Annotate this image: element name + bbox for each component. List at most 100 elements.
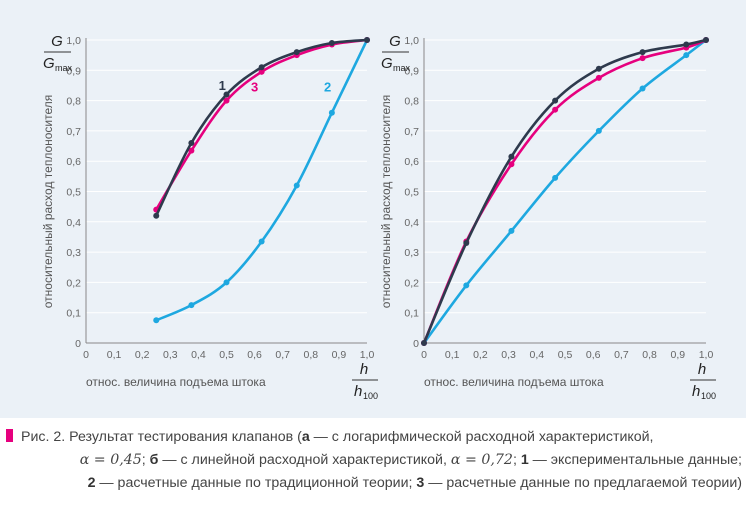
y-tick-label: 0,9: [404, 65, 419, 77]
x-fraction-subscript: 100: [363, 391, 378, 401]
y-axis-label: относительный расход теплоносителя: [41, 95, 55, 309]
point-series-1: [463, 240, 470, 247]
y-tick-label: 0,4: [404, 217, 419, 229]
x-tick-label: 0,1: [107, 349, 122, 361]
point-series-2: [293, 182, 300, 189]
point-series-1: [508, 153, 515, 160]
point-series-2: [328, 109, 335, 116]
x-tick-label: 0,6: [247, 349, 262, 361]
chart-b: 0 0,1 0,2 0,3 0,4 0,5 0,6 0,7 0,8 0,9 1,0 0 0,1 0,2 0,…: [379, 33, 716, 401]
caption-alpha-2: α = 0,72: [450, 452, 513, 468]
y-tick-label: 0,1: [66, 308, 81, 320]
point-series-3: [639, 55, 646, 62]
x-fraction-numerator: h: [360, 361, 368, 378]
caption-alpha-1: α = 0,45: [79, 452, 142, 468]
caption-a-label: а: [301, 429, 310, 445]
x-tick-label: 0,5: [219, 349, 234, 361]
x-tick-label: 0,9: [670, 349, 685, 361]
x-tick-label: 0,3: [163, 349, 178, 361]
y-tick-label: 0,9: [66, 65, 81, 77]
x-fraction-denominator: h: [692, 383, 700, 400]
point-series-1: [703, 37, 709, 43]
x-tick-label: 0: [421, 349, 427, 361]
x-tick-label: 0,3: [501, 349, 516, 361]
y-tick-label: 0,2: [66, 277, 81, 289]
x-axis-label: относ. величина подъема штока: [86, 375, 266, 389]
x-tick-label: 0,2: [473, 349, 488, 361]
y-tick-label: 0,7: [66, 126, 81, 138]
series-label-1: 1: [219, 78, 226, 93]
x-tick-label: 0,4: [529, 349, 544, 361]
point-series-2: [258, 238, 265, 245]
y-tick-label: 0,6: [404, 156, 419, 168]
y-tick-label: 1,0: [404, 35, 419, 47]
point-series-1: [153, 212, 160, 219]
caption-a-text: — с логарифмической расходной характерис…: [309, 429, 654, 445]
x-tick-label: 0,5: [558, 349, 573, 361]
caption-n2: 2: [87, 475, 96, 491]
y-tick-label: 0,6: [66, 156, 81, 168]
x-tick-label: 1,0: [360, 349, 375, 361]
point-series-2: [683, 52, 690, 59]
y-tick-label: 0,2: [404, 277, 419, 289]
point-series-1: [328, 40, 335, 47]
x-fraction-numerator: h: [698, 361, 706, 378]
point-series-1: [258, 64, 265, 71]
y-fraction-denominator: G: [43, 55, 55, 72]
point-series-1: [552, 97, 559, 104]
caption-prefix: Рис. 2. Результат тестирования клапанов …: [21, 429, 302, 445]
x-tick-label: 0,1: [445, 349, 460, 361]
point-series-3: [188, 147, 195, 154]
figure-caption: Рис. 2. Результат тестирования клапанов …: [6, 426, 742, 495]
point-series-3: [552, 106, 559, 113]
caption-sep-1: ;: [141, 452, 150, 468]
y-tick-label: 0,3: [66, 247, 81, 259]
point-series-3: [223, 97, 230, 104]
caption-line-1: Рис. 2. Результат тестирования клапанов …: [6, 426, 742, 449]
charts-svg: 0 0,1 0,2 0,3 0,4 0,5 0,6 0,7 0,8 0,9 1,0 0 0,1 0,2 0,…: [41, 33, 716, 401]
y-tick-label: 0: [413, 338, 419, 350]
point-series-2: [188, 302, 195, 309]
y-tick-label: 0,8: [404, 96, 419, 108]
y-fraction-subscript: max: [393, 63, 411, 73]
caption-n3-text: — расчетные данные по предлагаемой теори…: [424, 475, 742, 491]
point-series-1: [223, 91, 230, 98]
x-tick-label: 0: [83, 349, 89, 361]
chart-a: 0 0,1 0,2 0,3 0,4 0,5 0,6 0,7 0,8 0,9 1,0 0 0,1 0,2 0,…: [41, 33, 378, 401]
point-series-1: [639, 49, 646, 56]
caption-n1: 1: [520, 452, 529, 468]
point-series-2: [223, 279, 230, 286]
y-tick-label: 0,7: [404, 126, 419, 138]
point-series-1: [293, 49, 300, 56]
x-tick-label: 1,0: [699, 349, 714, 361]
x-tick-label: 0,6: [586, 349, 601, 361]
y-tick-label: 1,0: [66, 35, 81, 47]
point-series-2: [552, 174, 559, 181]
caption-b-label: б: [149, 452, 159, 468]
point-series-3: [595, 74, 602, 81]
y-tick-label: 0,8: [66, 96, 81, 108]
x-tick-label: 0,7: [275, 349, 290, 361]
series-label-2: 2: [324, 80, 331, 95]
x-tick-label: 0,2: [135, 349, 150, 361]
y-fraction-numerator: G: [51, 33, 63, 50]
caption-marker-icon: [6, 429, 13, 442]
y-fraction-subscript: max: [55, 63, 73, 73]
caption-line-2: α = 0,45; б — с линейной расходной харак…: [6, 449, 742, 472]
x-tick-label: 0,7: [614, 349, 629, 361]
y-fraction-denominator: G: [381, 55, 393, 72]
caption-line-3: 2 — расчетные данные по традиционной тео…: [6, 472, 742, 495]
x-tick-label: 0,4: [191, 349, 206, 361]
x-axis-label: относ. величина подъема штока: [424, 375, 604, 389]
point-series-2: [463, 282, 470, 289]
point-series-2: [153, 317, 160, 324]
x-fraction-subscript: 100: [701, 391, 716, 401]
point-series-2: [595, 127, 602, 134]
caption-b-text: — с линейной расходной характеристикой,: [158, 452, 451, 468]
chart-panel: [0, 0, 746, 418]
series-label-3: 3: [251, 80, 258, 95]
point-series-2: [508, 227, 515, 234]
x-tick-label: 0,9: [332, 349, 347, 361]
y-tick-label: 0,3: [404, 247, 419, 259]
x-tick-label: 0,8: [303, 349, 318, 361]
